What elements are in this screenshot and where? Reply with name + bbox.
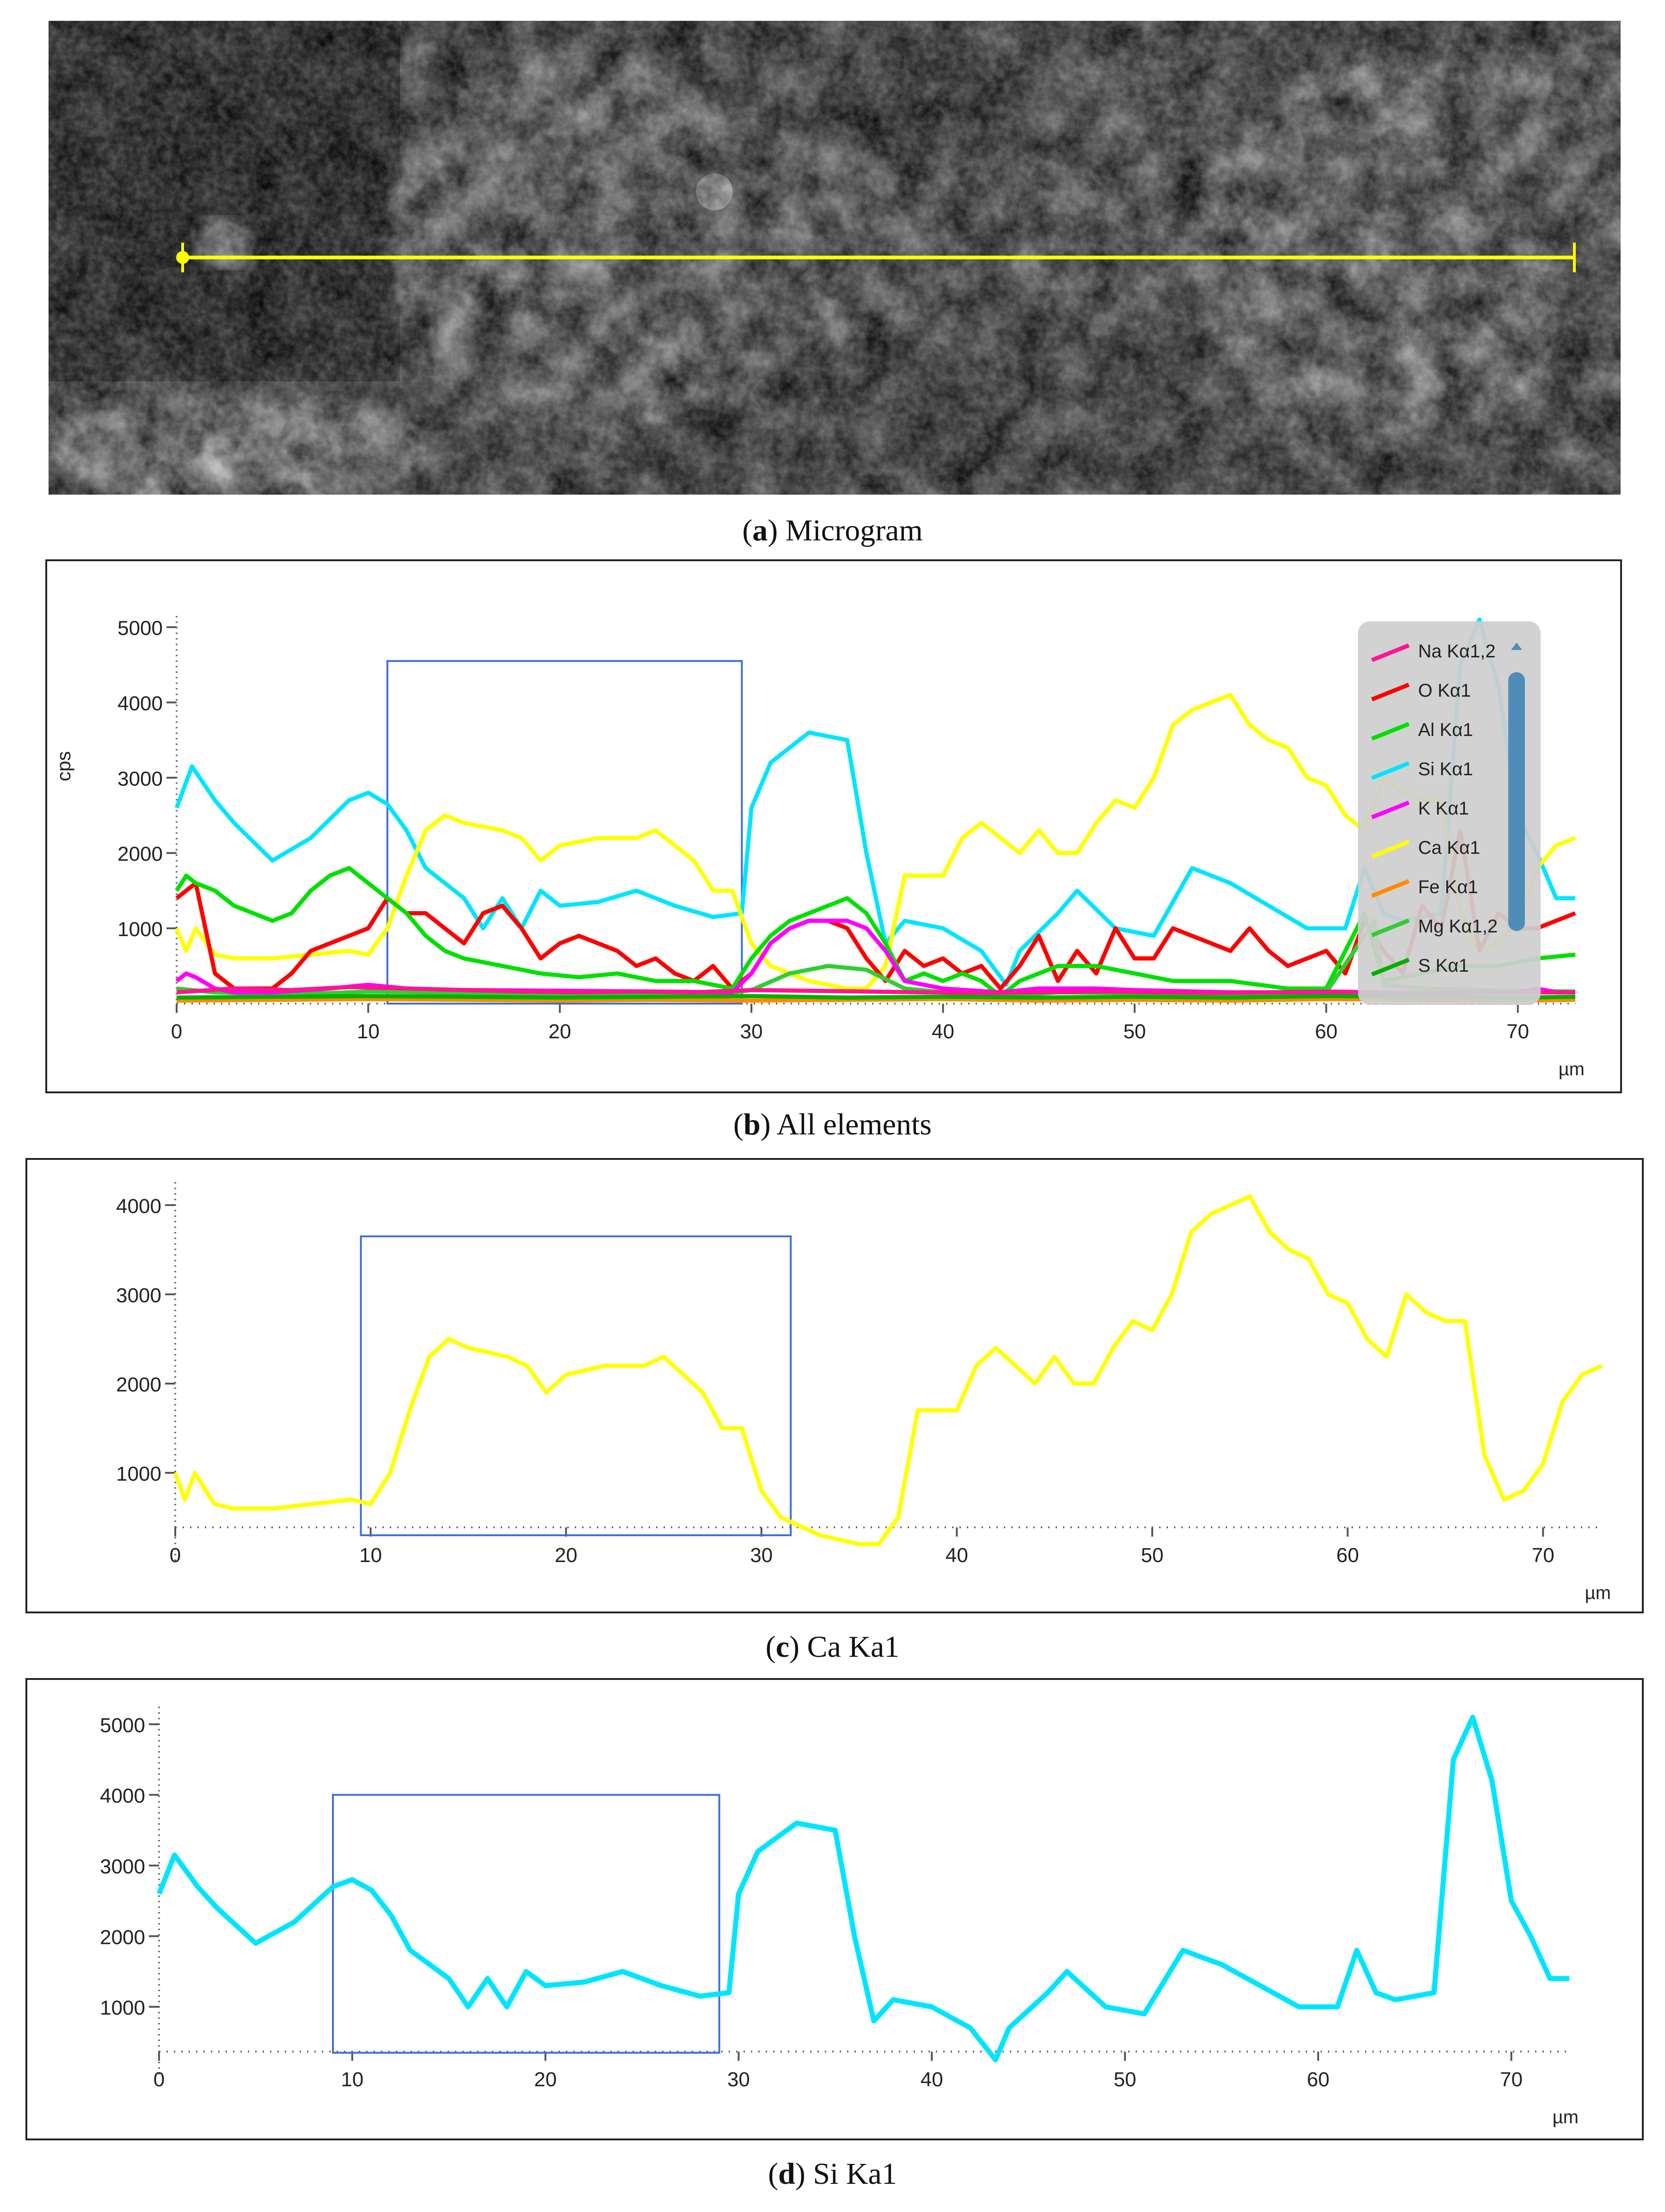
x-tick-label: 50 <box>1141 1544 1164 1567</box>
legend-label: O Kα1 <box>1418 680 1471 701</box>
x-tick-label: 10 <box>357 1020 380 1043</box>
x-tick-label: 0 <box>154 2068 165 2091</box>
legend-swatch <box>1371 839 1410 859</box>
y-tick-label: 4000 <box>117 692 163 715</box>
y-tick-label: 4000 <box>116 1195 161 1218</box>
chart-si: 1000 2000 3000 4000 5000 0 10 20 30 40 50 60 70 µm <box>100 1707 1579 2127</box>
legend-label: Fe Kα1 <box>1418 877 1478 897</box>
sem-micrograph-image <box>49 21 1621 495</box>
legend-swatch <box>1371 918 1410 937</box>
x-axis-label: µm <box>1553 2107 1579 2127</box>
x-tick-label: 20 <box>548 1020 571 1043</box>
legend-label: S Kα1 <box>1418 956 1469 976</box>
highlight-box <box>386 660 743 1005</box>
x-tick-label: 60 <box>1315 1020 1338 1043</box>
legend-swatch <box>1371 682 1410 702</box>
y-tick-label: 1000 <box>117 918 163 941</box>
x-tick-label: 30 <box>750 1544 773 1567</box>
panel-c-frame: 1000 2000 3000 4000 0 10 20 30 40 50 60 70 µm <box>25 1158 1644 1613</box>
caption-a: (a) Microgram <box>742 514 923 547</box>
legend-swatch <box>1371 761 1410 780</box>
panel-d-frame: 1000 2000 3000 4000 5000 0 10 20 30 40 50 60 70 µm <box>25 1678 1644 2140</box>
legend-background <box>1358 621 1541 1005</box>
x-tick-label: 40 <box>932 1020 954 1043</box>
y-tick-label: 2000 <box>116 1373 161 1396</box>
y-axis-label: cps <box>53 751 74 781</box>
x-axis-label: µm <box>1585 1583 1611 1603</box>
y-tick-label: 2000 <box>100 1926 145 1949</box>
highlight-box <box>360 1235 792 1537</box>
legend-swatch <box>1371 643 1410 662</box>
x-tick-label: 30 <box>727 2068 750 2091</box>
x-tick-label: 20 <box>555 1544 578 1567</box>
x-tick-label: 0 <box>170 1544 181 1567</box>
legend-scroll-up-icon <box>1511 643 1522 650</box>
y-tick-label: 3000 <box>116 1284 161 1307</box>
x-tick-label: 50 <box>1123 1020 1146 1043</box>
caption-b: (b) All elements <box>733 1108 932 1141</box>
legend-swatch <box>1371 957 1410 977</box>
legend-swatch <box>1371 800 1410 820</box>
x-tick-label: 70 <box>1532 1544 1554 1567</box>
legend-swatch <box>1371 879 1410 898</box>
caption-c: (c) Ca Ka1 <box>765 1630 900 1664</box>
y-tick-label: 3000 <box>100 1856 145 1878</box>
x-tick-label: 50 <box>1114 2068 1137 2091</box>
series-line-al <box>175 866 1576 999</box>
series-line-si <box>156 1715 1569 2063</box>
legend-label: Mg Kα1,2 <box>1418 916 1498 937</box>
x-tick-label: 40 <box>946 1544 968 1567</box>
legend-swatch <box>1371 722 1410 741</box>
x-tick-label: 70 <box>1506 1020 1529 1043</box>
legend-label: Si Kα1 <box>1418 759 1473 779</box>
caption-d: (d) Si Ka1 <box>768 2157 897 2191</box>
y-tick-label: 3000 <box>117 767 163 790</box>
y-tick-label: 4000 <box>100 1785 145 1808</box>
x-tick-label: 20 <box>534 2068 557 2091</box>
x-tick-label: 40 <box>921 2068 943 2091</box>
x-tick-label: 10 <box>359 1544 382 1567</box>
x-tick-label: 30 <box>740 1020 763 1043</box>
panel-b-frame: 1000 2000 3000 4000 5000 cps 0 10 20 30 40 50 60 70 µm… <box>45 559 1622 1093</box>
x-axis-label: µm <box>1559 1059 1585 1079</box>
y-tick-label: 5000 <box>117 617 163 640</box>
line-scan-marker <box>176 243 1576 272</box>
x-tick-label: 70 <box>1500 2068 1523 2091</box>
chart-all-elements: 1000 2000 3000 4000 5000 cps 0 10 20 30 40 50 60 70 µm… <box>53 616 1585 1079</box>
series-line-ca <box>173 1194 1603 1546</box>
sem-micrograph <box>49 21 1621 495</box>
y-tick-label: 5000 <box>100 1714 145 1737</box>
legend-label: K Kα1 <box>1418 798 1469 819</box>
legend-label: Ca Kα1 <box>1418 838 1480 858</box>
series-line-na <box>176 985 1575 995</box>
x-tick-label: 0 <box>171 1020 182 1043</box>
y-tick-label: 2000 <box>117 843 163 865</box>
y-tick-label: 1000 <box>100 1997 145 2019</box>
y-tick-label: 1000 <box>116 1463 161 1485</box>
chart-ca: 1000 2000 3000 4000 0 10 20 30 40 50 60 70 µm <box>116 1182 1611 1603</box>
x-tick-label: 10 <box>341 2068 363 2091</box>
legend: Na Kα1,2 O Kα1 Al Kα1 Si Kα1 K Kα1 Ca Kα1 Fe K… <box>1358 621 1541 1005</box>
legend-label: Na Kα1,2 <box>1418 641 1496 662</box>
legend-label: Al Kα1 <box>1418 720 1473 740</box>
legend-scrollbar <box>1508 672 1525 931</box>
x-tick-label: 60 <box>1336 1544 1359 1567</box>
highlight-box <box>332 1794 720 2054</box>
x-tick-label: 60 <box>1307 2068 1329 2091</box>
